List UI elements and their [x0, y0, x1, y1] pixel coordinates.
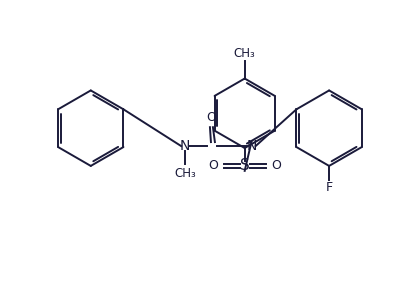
Text: CH₃: CH₃: [174, 167, 196, 180]
Text: O: O: [207, 160, 217, 172]
Text: S: S: [239, 158, 249, 173]
Text: N: N: [246, 139, 256, 153]
Text: N: N: [180, 139, 190, 153]
Text: CH₃: CH₃: [233, 47, 255, 60]
Text: O: O: [205, 111, 215, 124]
Text: F: F: [325, 181, 332, 194]
Text: O: O: [271, 160, 281, 172]
